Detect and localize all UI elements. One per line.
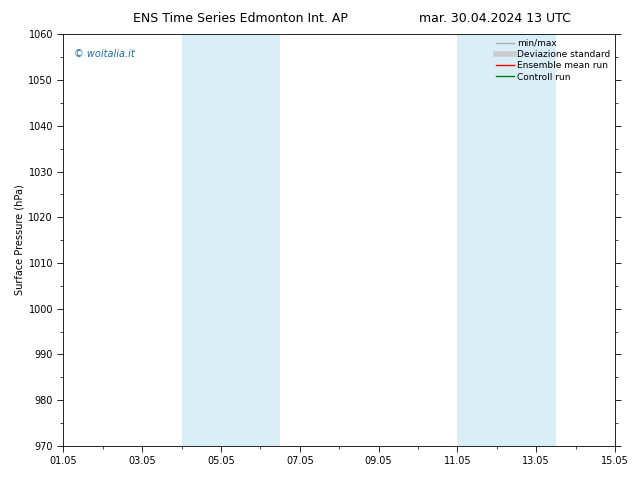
Text: ENS Time Series Edmonton Int. AP: ENS Time Series Edmonton Int. AP bbox=[134, 12, 348, 25]
Text: mar. 30.04.2024 13 UTC: mar. 30.04.2024 13 UTC bbox=[418, 12, 571, 25]
Legend: min/max, Deviazione standard, Ensemble mean run, Controll run: min/max, Deviazione standard, Ensemble m… bbox=[494, 37, 612, 83]
Text: © woitalia.it: © woitalia.it bbox=[74, 49, 135, 59]
Y-axis label: Surface Pressure (hPa): Surface Pressure (hPa) bbox=[14, 185, 24, 295]
Bar bbox=[181, 34, 280, 446]
Bar bbox=[457, 34, 556, 446]
